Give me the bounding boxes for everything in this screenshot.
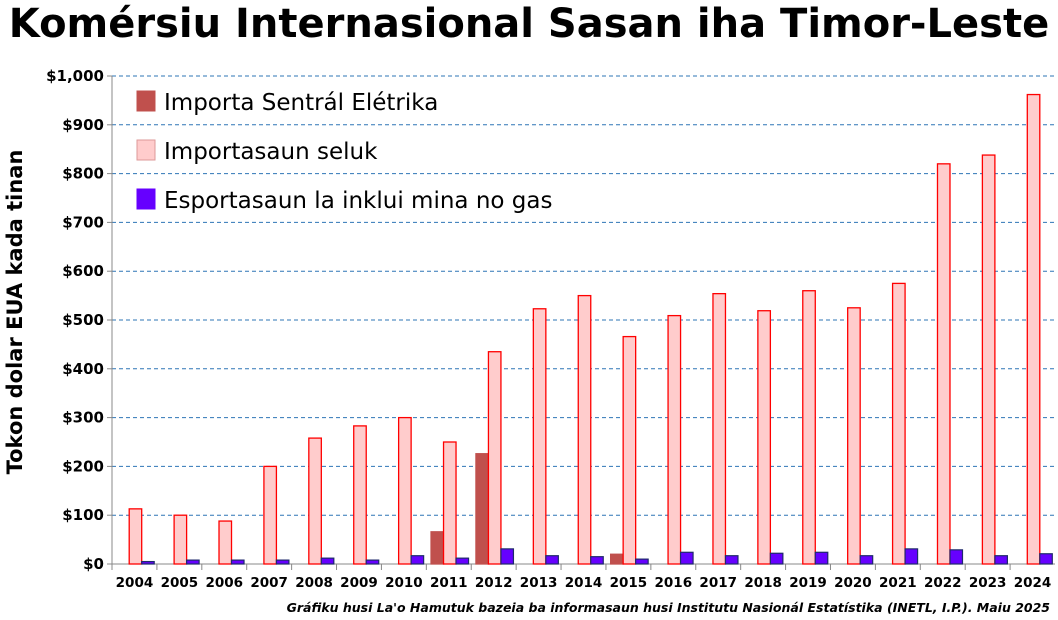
x-tick-label: 2019 [789,575,827,591]
bar-power-import [610,553,624,565]
bar-other-import [712,292,727,565]
x-tick-label: 2016 [655,575,693,591]
x-tick-label: 2010 [385,575,423,591]
bar-other-import [173,514,188,565]
legend-label: Importa Sentrál Elétrika [164,90,438,116]
bar-export [230,559,245,565]
bar-power-import [430,531,445,565]
x-tick-label: 2023 [969,575,1007,591]
bar-other-import [442,441,457,565]
bar-other-import [353,425,367,565]
legend-swatch [136,90,156,112]
legend-label: Esportasaun la inklui mina no gas [164,188,552,214]
y-tick-label: $300 [62,409,104,427]
y-tick-label: $1,000 [46,67,104,85]
bar-other-import [936,163,951,565]
x-tick-label: 2008 [295,575,333,591]
y-tick-label: $600 [62,262,104,280]
y-tick-label: $700 [62,213,104,231]
x-tick-label: 2006 [205,575,243,591]
y-tick-label: $0 [83,555,104,573]
x-tick-label: 2005 [161,575,199,591]
bar-other-import [308,437,322,565]
chart-title: Komérsiu Internasional Sasan iha Timor-L… [8,1,1050,47]
x-tick-label: 2018 [744,575,782,591]
legend-swatch [136,188,156,210]
bar-other-import [891,282,906,565]
bar-export [410,555,425,565]
x-tick-label: 2013 [520,575,558,591]
bar-export [994,555,1008,565]
bar-export [545,555,559,565]
x-tick-label: 2012 [475,575,513,591]
bar-export [275,559,290,565]
x-tick-label: 2017 [699,575,737,591]
bar-other-import [981,154,996,565]
bar-other-import [263,465,278,565]
bar-export [590,556,604,565]
bar-export [455,557,470,565]
bar-other-import [1026,93,1041,565]
x-tick-label: 2011 [430,575,468,591]
bar-export [500,548,515,565]
bar-export [679,551,694,565]
bar-export [141,560,155,565]
y-tick-label: $400 [62,360,104,378]
x-tick-label: 2020 [834,575,872,591]
bar-other-import [667,314,682,565]
bar-export [814,551,829,565]
bar-other-import [802,290,816,565]
bar-export [635,558,649,565]
bar-other-import [847,307,861,565]
y-tick-label: $100 [62,506,104,524]
bar-export [949,549,964,565]
x-tick-label: 2022 [924,575,962,591]
bar-power-import [475,453,490,565]
legend-label: Importasaun seluk [164,139,378,165]
y-tick-label: $900 [62,116,104,134]
y-tick-label: $500 [62,311,104,329]
bar-export [320,557,335,565]
bar-export [769,552,784,565]
bar-other-import [577,294,592,565]
bar-export [859,555,874,565]
bar-export [186,559,200,565]
bar-other-import [532,308,547,565]
legend-swatch [136,139,156,161]
x-tick-label: 2004 [116,575,154,591]
bar-export [724,555,739,565]
bar-other-import [397,416,412,565]
x-tick-label: 2007 [250,575,288,591]
source-note: Gráfiku husi La'o Hamutuk bazeia ba info… [286,600,1050,615]
bar-other-import [128,508,143,565]
bar-export [365,559,380,565]
x-tick-label: 2014 [565,575,603,591]
x-tick-label: 2021 [879,575,917,591]
y-tick-label: $800 [62,165,104,183]
y-tick-label: $200 [62,457,104,475]
bar-other-import [218,520,233,565]
bar-other-import [757,310,772,565]
bar-other-import [487,351,502,565]
bar-export [1039,553,1053,565]
x-tick-label: 2009 [340,575,378,591]
x-tick-label: 2024 [1014,575,1052,591]
x-tick-label: 2015 [610,575,648,591]
bar-other-import [622,335,637,565]
bar-export [904,548,919,565]
